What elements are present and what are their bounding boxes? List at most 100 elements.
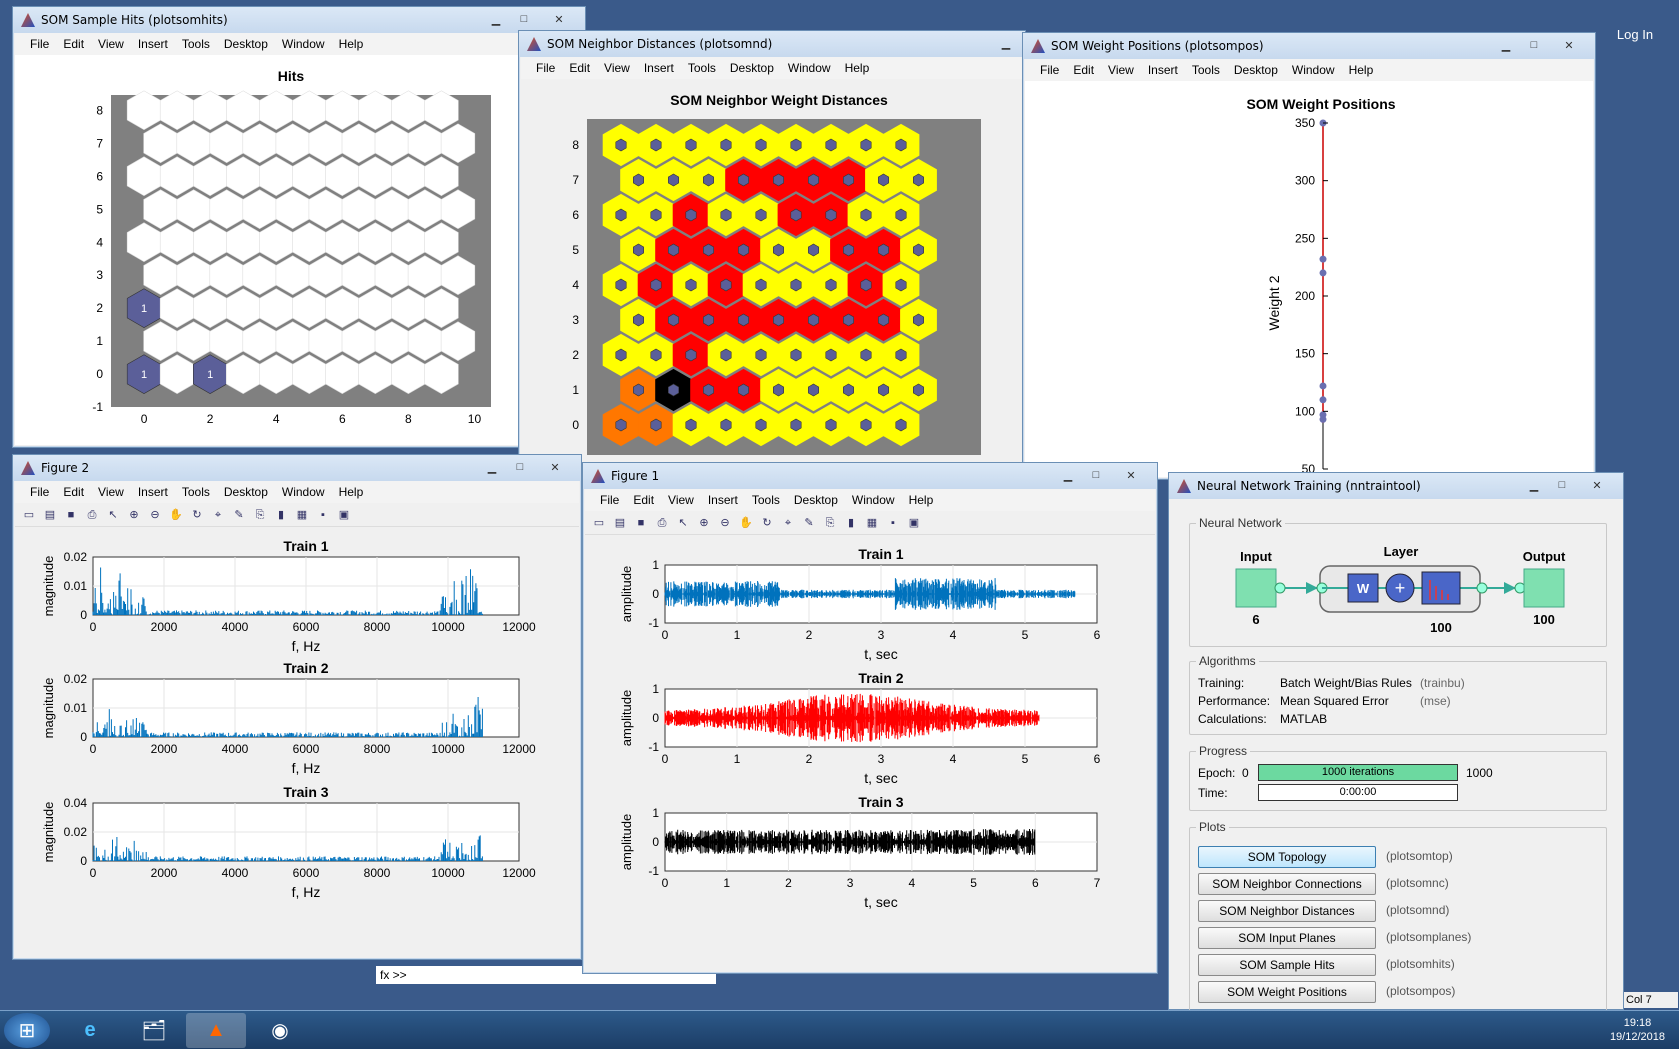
hits-titlebar[interactable]: SOM Sample Hits (plotsomhits) ▁ □ ✕ [13,7,585,33]
menu-tools[interactable]: Tools [751,493,780,507]
maximize-icon[interactable]: □ [516,461,524,473]
rotate-icon[interactable]: ↻ [192,508,202,521]
maximize-icon[interactable]: □ [520,13,528,25]
menu-tools[interactable]: Tools [181,37,210,51]
menu-view[interactable]: View [98,485,124,499]
menu-edit[interactable]: Edit [1073,63,1095,77]
pan-icon[interactable]: ✋ [169,508,183,521]
pointer-icon[interactable]: ↖ [108,508,118,521]
menu-tools[interactable]: Tools [687,61,716,75]
menu-window[interactable]: Window [1291,63,1335,77]
link-icon[interactable]: ⎘ [255,508,265,521]
ie-taskbar-icon[interactable]: e [84,1019,96,1041]
menu-view[interactable]: View [98,37,124,51]
menu-file[interactable]: File [600,493,620,507]
menu-help[interactable]: Help [1348,63,1374,77]
menu-edit[interactable]: Edit [63,37,85,51]
close-icon[interactable]: ✕ [1592,479,1602,492]
plot-button-plotsomtop[interactable]: SOM Topology [1198,846,1376,868]
colorbar-icon[interactable]: ▮ [277,508,285,521]
close-icon[interactable]: ✕ [554,13,564,26]
plot-button-plotsomhits[interactable]: SOM Sample Hits [1198,954,1376,976]
plot-button-plotsomnd[interactable]: SOM Neighbor Distances [1198,900,1376,922]
maximize-icon[interactable]: □ [1530,39,1538,51]
close-icon[interactable]: ✕ [1126,469,1136,482]
menu-window[interactable]: Window [787,61,831,75]
menu-view[interactable]: View [1108,63,1134,77]
menu-tools[interactable]: Tools [181,485,210,499]
system-clock[interactable]: 19:18 19/12/2018 [1610,1016,1665,1044]
zoom-in-icon[interactable]: ⊕ [699,516,709,529]
menu-view[interactable]: View [604,61,630,75]
menu-desktop[interactable]: Desktop [729,61,774,75]
save-icon[interactable]: ■ [67,508,75,521]
plot-button-plotsomplanes[interactable]: SOM Input Planes [1198,927,1376,949]
show-tools-icon[interactable]: ▣ [338,508,350,521]
menu-edit[interactable]: Edit [63,485,85,499]
menu-file[interactable]: File [1040,63,1060,77]
brush-icon[interactable]: ✎ [804,516,814,529]
minimize-icon[interactable]: ▁ [1063,469,1073,482]
menu-window[interactable]: Window [281,485,325,499]
menu-edit[interactable]: Edit [633,493,655,507]
minimize-icon[interactable]: ▁ [487,461,497,474]
explorer-taskbar-icon[interactable]: 🗂 [141,1020,167,1042]
fig2-titlebar[interactable]: Figure 2 ▁ □ ✕ [13,455,581,481]
menu-help[interactable]: Help [844,61,870,75]
menu-help[interactable]: Help [908,493,934,507]
chrome-taskbar-icon[interactable]: ◉ [271,1020,289,1042]
new-figure-icon[interactable]: ▭ [23,508,35,521]
menu-desktop[interactable]: Desktop [1233,63,1278,77]
open-icon[interactable]: ▤ [614,516,626,529]
menu-desktop[interactable]: Desktop [793,493,838,507]
menu-insert[interactable]: Insert [1147,63,1178,77]
menu-help[interactable]: Help [338,485,364,499]
hide-tools-icon[interactable]: ▪ [891,516,895,529]
show-tools-icon[interactable]: ▣ [908,516,920,529]
nnt-titlebar[interactable]: Neural Network Training (nntraintool) ▁ □… [1169,473,1623,499]
open-icon[interactable]: ▤ [44,508,56,521]
zoom-in-icon[interactable]: ⊕ [129,508,139,521]
link-icon[interactable]: ⎘ [825,516,835,529]
print-icon[interactable]: ⎙ [657,516,667,529]
maximize-icon[interactable]: □ [1092,469,1100,481]
menu-desktop[interactable]: Desktop [223,485,268,499]
menu-insert[interactable]: Insert [137,485,168,499]
legend-icon[interactable]: ▦ [296,508,308,521]
menu-window[interactable]: Window [281,37,325,51]
plot-button-plotsompos[interactable]: SOM Weight Positions [1198,981,1376,1003]
plot-button-plotsomnc[interactable]: SOM Neighbor Connections [1198,873,1376,895]
login-button[interactable]: Log In [1616,27,1654,42]
menu-file[interactable]: File [30,37,50,51]
menu-view[interactable]: View [668,493,694,507]
menu-insert[interactable]: Insert [707,493,738,507]
new-figure-icon[interactable]: ▭ [593,516,605,529]
save-icon[interactable]: ■ [637,516,645,529]
minimize-icon[interactable]: ▁ [1001,37,1011,50]
menu-insert[interactable]: Insert [643,61,674,75]
zoom-out-icon[interactable]: ⊖ [720,516,730,529]
colorbar-icon[interactable]: ▮ [847,516,855,529]
matlab-taskbar-icon[interactable]: ▲ [186,1013,246,1048]
rotate-icon[interactable]: ↻ [762,516,772,529]
minimize-icon[interactable]: ▁ [1529,479,1539,492]
close-icon[interactable]: ✕ [1564,39,1574,52]
menu-tools[interactable]: Tools [1191,63,1220,77]
maximize-icon[interactable]: □ [1558,479,1566,491]
menu-insert[interactable]: Insert [137,37,168,51]
close-icon[interactable]: ✕ [550,461,560,474]
datacursor-icon[interactable]: ⌖ [784,516,792,529]
datacursor-icon[interactable]: ⌖ [214,508,222,521]
brush-icon[interactable]: ✎ [234,508,244,521]
menu-help[interactable]: Help [338,37,364,51]
menu-edit[interactable]: Edit [569,61,591,75]
hide-tools-icon[interactable]: ▪ [321,508,325,521]
legend-icon[interactable]: ▦ [866,516,878,529]
minimize-icon[interactable]: ▁ [1501,39,1511,52]
minimize-icon[interactable]: ▁ [491,13,501,26]
menu-desktop[interactable]: Desktop [223,37,268,51]
print-icon[interactable]: ⎙ [87,508,97,521]
nd-titlebar[interactable]: SOM Neighbor Distances (plotsomnd) ▁ [519,31,1025,57]
menu-file[interactable]: File [536,61,556,75]
menu-file[interactable]: File [30,485,50,499]
